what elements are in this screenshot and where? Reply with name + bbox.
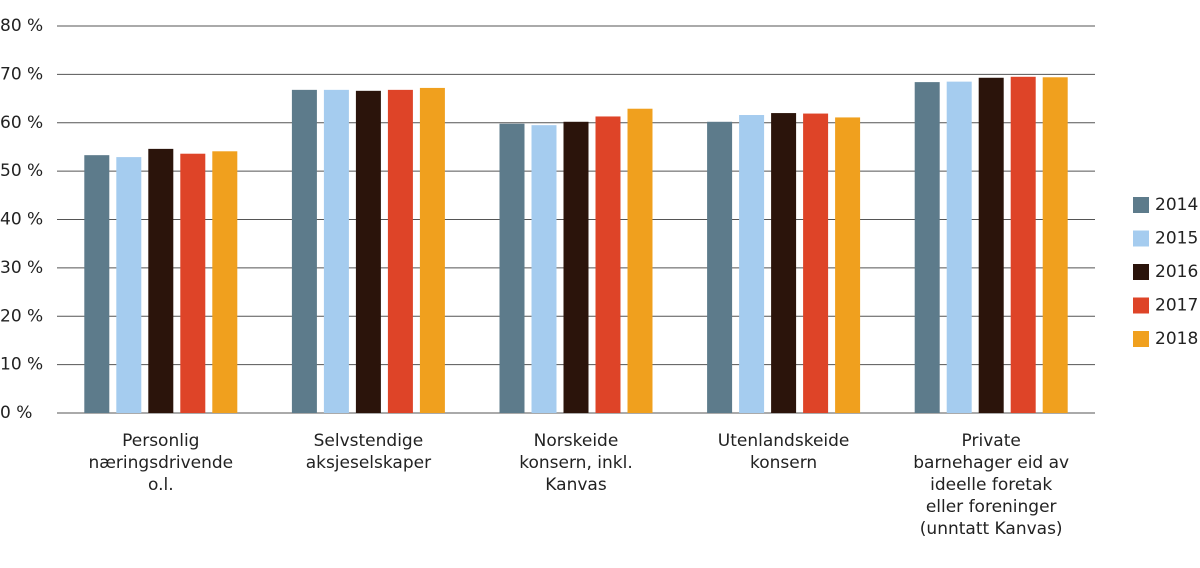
y-tick-label: 40 % xyxy=(0,210,43,230)
x-tick-label: Utenlandskeide konsern xyxy=(717,431,850,473)
bar xyxy=(148,148,174,413)
bar xyxy=(803,113,829,413)
bar xyxy=(531,125,557,413)
y-tick-label: 30 % xyxy=(0,258,43,278)
bar xyxy=(1010,76,1036,413)
bar xyxy=(707,121,733,413)
bar xyxy=(355,90,381,413)
bar xyxy=(978,77,1004,413)
bar xyxy=(419,87,445,414)
y-tick-label: 80 % xyxy=(0,16,43,36)
bar xyxy=(835,117,861,414)
legend-swatch xyxy=(1133,230,1149,247)
bar xyxy=(595,116,621,414)
legend-label: 2018 xyxy=(1155,329,1198,349)
bar xyxy=(1042,77,1068,413)
legend-swatch xyxy=(1133,264,1149,280)
bar xyxy=(771,113,797,413)
y-tick-label: 70 % xyxy=(0,64,43,84)
legend-label: 2016 xyxy=(1155,262,1198,282)
y-tick-label: 10 % xyxy=(0,355,43,375)
x-tick-label: Private barnehager eid av ideelle foreta… xyxy=(913,431,1070,539)
bar xyxy=(180,153,206,413)
y-tick-label: 50 % xyxy=(0,161,43,181)
legend-label: 2014 xyxy=(1155,195,1198,215)
y-tick-label: 0 % xyxy=(0,403,32,423)
bar xyxy=(627,108,653,413)
y-tick-label: 20 % xyxy=(0,306,43,326)
bar xyxy=(116,157,142,413)
y-tick-label: 60 % xyxy=(0,113,43,133)
bar xyxy=(499,123,525,413)
x-tick-label: Selvstendige aksjeselskaper xyxy=(305,431,432,473)
bar xyxy=(291,89,317,413)
x-tick-label: Personlig næringsdrivende o.l. xyxy=(88,431,234,495)
legend-swatch xyxy=(1133,297,1149,314)
legend-label: 2017 xyxy=(1155,296,1198,316)
bar xyxy=(212,151,238,413)
bar xyxy=(323,89,349,413)
bar xyxy=(739,115,765,413)
bar xyxy=(387,89,413,413)
x-tick-label: Norskeide konsern, inkl. Kanvas xyxy=(519,431,633,495)
bar xyxy=(914,82,940,414)
legend-label: 2015 xyxy=(1155,229,1198,249)
legend-swatch xyxy=(1133,197,1149,213)
bar xyxy=(563,121,589,413)
bar xyxy=(84,155,110,413)
bar xyxy=(946,81,972,413)
legend-swatch xyxy=(1133,331,1149,347)
